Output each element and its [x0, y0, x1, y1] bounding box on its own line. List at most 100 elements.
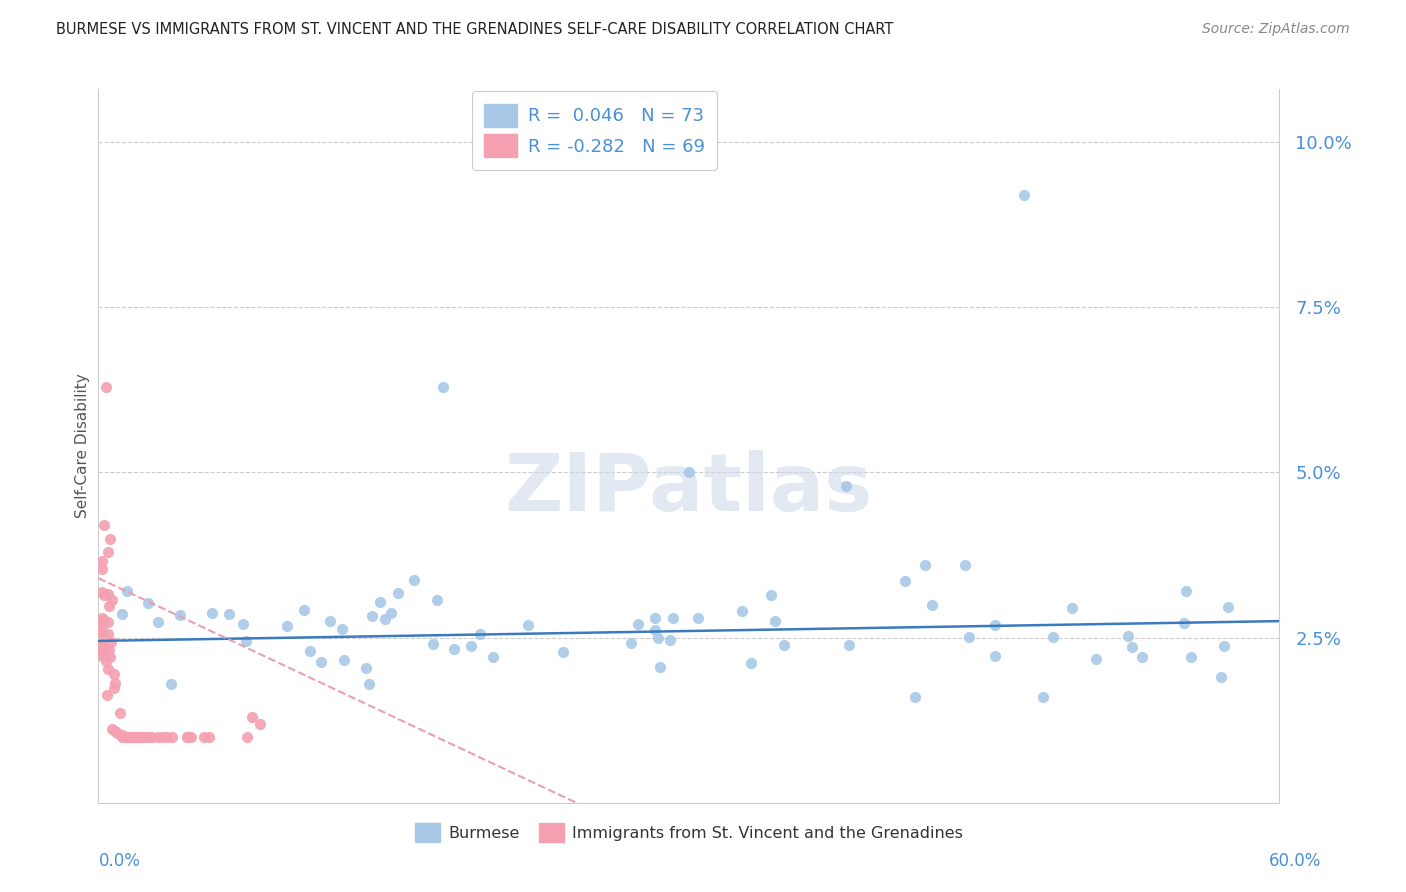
Point: [686, 611, 709, 625]
Point: [139, 730, 162, 744]
Point: [380, 606, 402, 620]
Point: [761, 588, 783, 602]
Point: [122, 730, 145, 744]
Point: [141, 730, 163, 744]
Point: [94, 654, 117, 668]
Text: 0.0%: 0.0%: [98, 852, 141, 870]
Point: [115, 583, 138, 598]
Point: [103, 681, 125, 695]
Legend: Burmese, Immigrants from St. Vincent and the Grenadines: Burmese, Immigrants from St. Vincent and…: [408, 817, 970, 848]
Point: [240, 710, 263, 724]
Point: [146, 615, 169, 629]
Point: [731, 604, 754, 618]
Point: [1213, 639, 1236, 653]
Point: [1116, 629, 1139, 643]
Point: [97, 587, 120, 601]
Point: [235, 634, 257, 648]
Point: [117, 730, 139, 744]
Point: [101, 593, 124, 607]
Text: ZIPatlas: ZIPatlas: [505, 450, 873, 528]
Y-axis label: Self-Care Disability: Self-Care Disability: [75, 374, 90, 518]
Point: [914, 558, 936, 572]
Point: [93, 644, 115, 658]
Point: [159, 677, 181, 691]
Point: [91, 637, 114, 651]
Point: [131, 730, 153, 744]
Point: [426, 593, 449, 607]
Point: [93, 518, 115, 533]
Point: [97, 643, 120, 657]
Point: [129, 730, 152, 744]
Point: [678, 466, 700, 480]
Point: [236, 730, 259, 744]
Point: [1012, 188, 1035, 202]
Point: [333, 653, 356, 667]
Text: 60.0%: 60.0%: [1270, 852, 1322, 870]
Point: [121, 730, 143, 744]
Point: [93, 614, 115, 628]
Point: [96, 379, 118, 393]
Point: [169, 607, 191, 622]
Point: [627, 616, 650, 631]
Point: [100, 635, 122, 649]
Point: [97, 627, 120, 641]
Point: [620, 636, 643, 650]
Point: [132, 730, 155, 744]
Point: [1084, 652, 1107, 666]
Point: [249, 716, 271, 731]
Point: [276, 618, 298, 632]
Point: [98, 650, 121, 665]
Point: [957, 630, 980, 644]
Point: [357, 677, 380, 691]
Point: [112, 730, 135, 744]
Point: [97, 662, 120, 676]
Point: [984, 617, 1007, 632]
Point: [98, 532, 121, 546]
Point: [309, 655, 332, 669]
Point: [120, 730, 142, 744]
Point: [146, 730, 169, 744]
Point: [1121, 640, 1143, 655]
Point: [218, 607, 240, 622]
Point: [1060, 601, 1083, 615]
Point: [292, 603, 315, 617]
Point: [330, 623, 353, 637]
Point: [176, 730, 198, 744]
Point: [648, 660, 671, 674]
Point: [91, 585, 114, 599]
Point: [136, 597, 159, 611]
Point: [644, 611, 666, 625]
Point: [1175, 583, 1198, 598]
Point: [193, 730, 215, 744]
Point: [904, 690, 927, 704]
Point: [93, 588, 115, 602]
Point: [97, 599, 120, 614]
Point: [1209, 670, 1232, 684]
Point: [374, 612, 396, 626]
Point: [110, 730, 132, 744]
Point: [152, 730, 174, 744]
Point: [160, 730, 183, 744]
Point: [319, 614, 342, 628]
Point: [1130, 650, 1153, 665]
Point: [105, 726, 128, 740]
Point: [128, 730, 150, 744]
Point: [91, 637, 114, 651]
Point: [232, 617, 254, 632]
Point: [299, 643, 322, 657]
Point: [97, 545, 120, 559]
Point: [1173, 616, 1195, 631]
Point: [835, 478, 858, 492]
Point: [773, 638, 796, 652]
Point: [115, 730, 138, 744]
Point: [115, 730, 138, 744]
Point: [659, 633, 682, 648]
Point: [91, 626, 114, 640]
Point: [553, 644, 575, 658]
Point: [662, 611, 685, 625]
Point: [763, 614, 786, 628]
Point: [91, 611, 114, 625]
Point: [356, 661, 378, 675]
Point: [180, 730, 202, 744]
Point: [91, 554, 114, 568]
